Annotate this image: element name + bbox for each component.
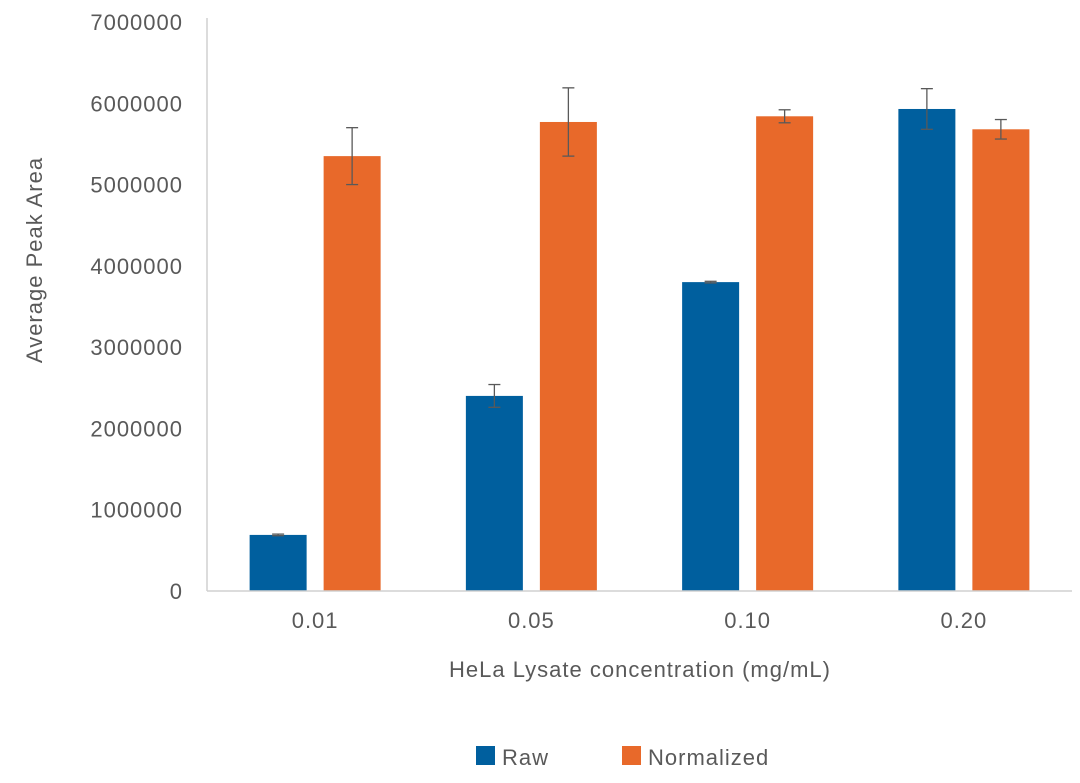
bar-normalized-0.05 (539, 121, 597, 591)
bars-layer (249, 108, 1030, 592)
bar-raw-0.20 (898, 108, 956, 592)
error-bar-raw-0.01 (272, 533, 285, 537)
y-tick-label: 1000000 (90, 498, 183, 523)
bar-normalized-0.20 (972, 129, 1030, 591)
y-tick-label: 7000000 (90, 10, 183, 35)
legend: Raw Normalized (476, 745, 769, 770)
bar-raw-0.10 (682, 282, 740, 591)
error-bar-normalized-0.20 (994, 118, 1007, 140)
bar-normalized-0.01 (323, 156, 381, 591)
error-bar-raw-0.05 (488, 383, 501, 408)
y-axis-title: Average Peak Area (22, 157, 47, 363)
y-tick-label: 0 (170, 579, 183, 604)
error-bar-raw-0.10 (704, 280, 717, 284)
error-bar-normalized-0.10 (778, 109, 791, 124)
legend-label: Normalized (648, 745, 769, 770)
error-bar-raw-0.20 (920, 88, 933, 130)
x-tick-label: 0.01 (292, 608, 339, 633)
x-tick-label: 0.10 (724, 608, 771, 633)
error-bars-layer (272, 87, 1007, 537)
y-tick-label: 4000000 (90, 254, 183, 279)
error-bar-normalized-0.01 (346, 127, 359, 186)
axes-layer (206, 18, 1072, 592)
bar-raw-0.01 (249, 534, 307, 591)
y-tick-label: 5000000 (90, 173, 183, 198)
error-bar-normalized-0.05 (562, 87, 575, 157)
y-tick-label: 6000000 (90, 91, 183, 116)
legend-swatch (622, 746, 641, 765)
y-tick-label: 2000000 (90, 416, 183, 441)
x-tick-label: 0.05 (508, 608, 555, 633)
legend-item-normalized: Normalized (622, 745, 769, 770)
bar-raw-0.05 (465, 395, 523, 591)
y-tick-label: 3000000 (90, 335, 183, 360)
x-tick-label: 0.20 (940, 608, 987, 633)
bar-normalized-0.10 (756, 116, 814, 591)
legend-swatch (476, 746, 495, 765)
tick-labels-layer: 0 1000000 2000000 3000000 4000000 5000000 6000… (90, 10, 987, 633)
x-axis-title: HeLa Lysate concentration (mg/mL) (449, 657, 831, 682)
legend-label: Raw (502, 745, 549, 770)
legend-item-raw: Raw (476, 745, 549, 770)
